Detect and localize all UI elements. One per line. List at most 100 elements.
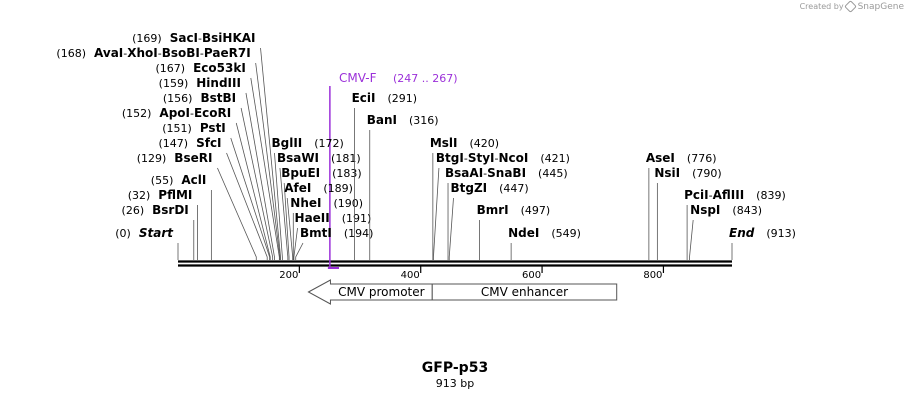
site-separator: - (123, 47, 127, 60)
sequence-name: GFP-p53 (421, 360, 489, 376)
feature-label: CMV promoter (338, 285, 425, 299)
site-enzyme-name: PflMI (158, 188, 192, 202)
site-separator: - (464, 152, 468, 165)
site-leader-line (245, 92, 275, 260)
site-enzyme-name: SfcI (196, 136, 221, 150)
site-position: (776) (687, 152, 717, 165)
primer-range: (247 .. 267) (393, 72, 458, 85)
site-psti: (151) PstI (162, 121, 271, 260)
site-separator: - (198, 32, 202, 45)
site-enzyme-name: SnaBI (487, 166, 526, 180)
site-enzyme-name: Start (139, 226, 174, 240)
site-position: (151) (162, 122, 192, 135)
primer-cmv-f: CMV-F (247 .. 267) (327, 71, 458, 269)
site-enzyme-name: BmtI (300, 226, 332, 240)
site-enzyme-name: BsaWI (277, 151, 319, 165)
site-leader-line (230, 137, 271, 260)
ruler-tick-label: 400 (401, 270, 420, 281)
site-pflmi: (32) PflMI (128, 188, 198, 260)
sequence-length: 913 bp (435, 377, 475, 390)
site-enzyme-name: AfeI (284, 181, 311, 195)
ruler-tick-label: 200 (279, 270, 298, 281)
site-bsawi: BsaWI (181) (277, 151, 361, 260)
site-nsii: NsiI (790) (654, 166, 722, 260)
site-bsrdi: (26) BsrDI (122, 203, 195, 260)
site-position: (55) (151, 174, 174, 187)
site-enzyme-name: NspI (690, 203, 720, 217)
site-leader-line (226, 152, 268, 260)
site-leader-line (433, 167, 440, 260)
site-enzyme-name: BseRI (174, 151, 212, 165)
site-beseri: (129) BseRI (137, 151, 257, 260)
site-leader-line (283, 182, 290, 260)
feature-label: CMV enhancer (481, 285, 568, 299)
site-enzyme-name: HaeII (295, 211, 330, 225)
site-enzyme-name: BtgI (436, 151, 464, 165)
feature-box-shape (431, 283, 618, 301)
site-leader-line (279, 167, 289, 260)
site-msli: MslI (420) (430, 136, 499, 260)
site-eco53ki: (167) Eco53kI (156, 61, 280, 260)
site-position: (839) (756, 189, 786, 202)
site-leader-line (274, 152, 283, 260)
site-enzyme-name: XhoI (127, 46, 158, 60)
site-enzyme-name: MslI (430, 136, 458, 150)
site-bani: BanI (316) (367, 113, 439, 260)
site-position: (291) (387, 92, 417, 105)
site-enzyme-name: BglII (271, 136, 302, 150)
site-position: (189) (323, 182, 353, 195)
site-position: (169) (132, 32, 162, 45)
site-position: (194) (344, 227, 374, 240)
feature-cmv-enhancer: CMV enhancer (431, 283, 618, 301)
site-enzyme-name: NcoI (498, 151, 528, 165)
site-leader-line (235, 122, 271, 260)
site-separator: - (495, 152, 499, 165)
site-enzyme-name: Eco53kI (193, 61, 246, 75)
site-pcii: PciI - AflIII (839) (684, 188, 786, 260)
site-position: (167) (156, 62, 186, 75)
site-enzyme-name: BsiHKAI (202, 31, 256, 45)
site-bmri: BmrI (497) (477, 203, 550, 260)
site-position: (191) (342, 212, 372, 225)
site-position: (129) (137, 152, 167, 165)
site-saci: (169) SacI - BsiHKAI (132, 31, 281, 260)
site-sfci: (147) SfcI (158, 136, 268, 260)
credit-prefix: Created by (799, 2, 844, 11)
site-enzyme-name: BsoBI (162, 46, 200, 60)
site-enzyme-name: BanI (367, 113, 397, 127)
credit-brand: SnapGene (857, 2, 904, 12)
site-enzyme-name: StyI (468, 151, 495, 165)
site-ecii: EciI (291) (352, 91, 417, 260)
site-separator: - (709, 189, 713, 202)
site-position: (447) (499, 182, 529, 195)
site-enzyme-name: PstI (200, 121, 226, 135)
site-leader-line (217, 167, 257, 260)
site-separator: - (190, 107, 194, 120)
site-enzyme-name: BmrI (477, 203, 509, 217)
site-position: (183) (332, 167, 362, 180)
ruler-tick-label: 800 (643, 270, 662, 281)
site-snabi: BsaAI - SnaBI (445) (445, 166, 568, 260)
site-position: (181) (331, 152, 361, 165)
site-enzyme-name: BtgZI (450, 181, 487, 195)
site-enzyme-name: BpuEI (281, 166, 320, 180)
site-enzyme-name: AvaI (94, 46, 123, 60)
site-enzyme-name: BsrDI (152, 203, 189, 217)
site-leader-line (260, 47, 281, 260)
feature-cmv-promoter: CMV promoter (307, 279, 433, 305)
site-enzyme-name: NheI (290, 196, 321, 210)
site-enzyme-name: SacI (170, 31, 198, 45)
site-enzyme-name: End (729, 226, 755, 240)
site-start: (0) Start (115, 226, 179, 260)
site-leader-line (448, 197, 454, 260)
site-nspi: NspI (843) (689, 203, 762, 260)
site-enzyme-name: AclI (181, 173, 206, 187)
ruler-tick-label: 600 (522, 270, 541, 281)
site-position: (421) (540, 152, 570, 165)
site-position: (32) (128, 189, 151, 202)
site-enzyme-name: NsiI (654, 166, 680, 180)
site-enzyme-name: AseI (646, 151, 675, 165)
site-position: (172) (314, 137, 344, 150)
site-leader-line (250, 77, 280, 260)
